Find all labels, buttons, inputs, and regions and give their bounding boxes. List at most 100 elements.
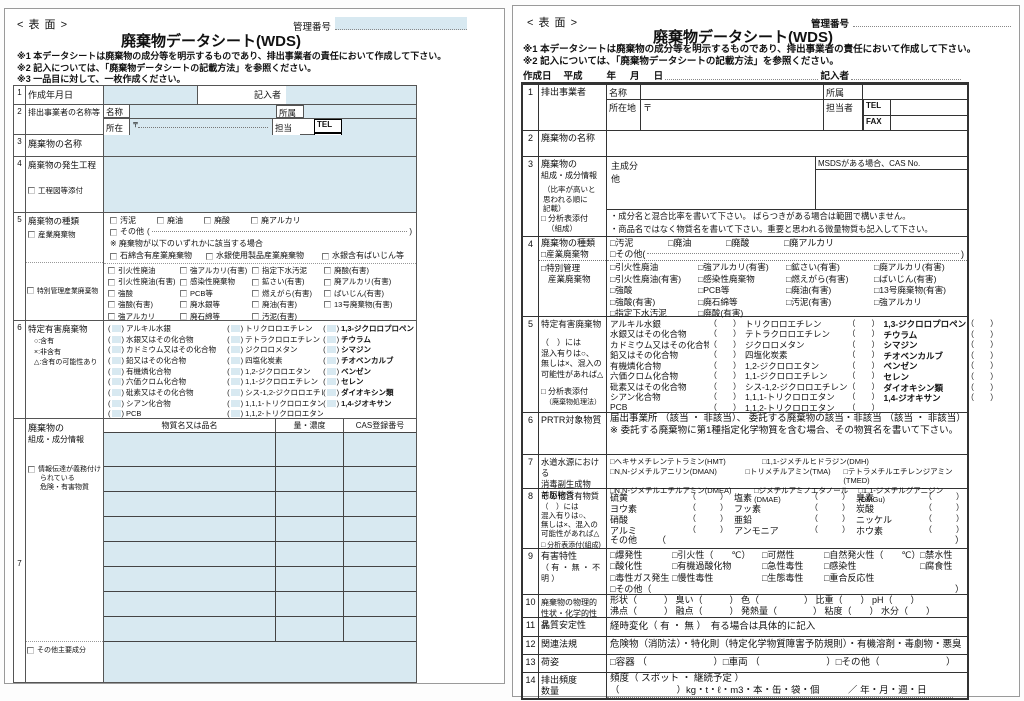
checkbox-icon[interactable] xyxy=(322,252,329,260)
substance-cell[interactable] xyxy=(104,517,276,541)
created-date-input[interactable] xyxy=(104,86,198,104)
dept-input[interactable] xyxy=(863,85,967,99)
cas-cell[interactable] xyxy=(344,433,416,466)
trait-option[interactable]: □可燃性 xyxy=(762,550,795,560)
waste-kind-item[interactable]: 廃アルカリ xyxy=(251,215,412,226)
entry-input[interactable] xyxy=(111,388,121,396)
waste-kind-item[interactable]: 廃油 xyxy=(157,215,204,226)
special-waste-item[interactable]: 指定下水汚泥 xyxy=(252,265,324,276)
checkbox-icon[interactable] xyxy=(108,312,115,320)
entry-input[interactable]: （ ） xyxy=(709,350,741,360)
entry-input[interactable] xyxy=(326,324,336,332)
trait-option[interactable]: □自然発火性（ ℃） xyxy=(824,550,921,560)
special-waste-item[interactable]: 鉱さい(有害) xyxy=(252,276,324,287)
entry-input[interactable]: （ ） xyxy=(709,329,741,339)
checkbox-icon[interactable] xyxy=(252,267,259,275)
fax-input[interactable] xyxy=(891,116,967,131)
checkbox-icon[interactable] xyxy=(110,217,117,224)
main-component-input[interactable]: 主成分 他 xyxy=(611,161,639,184)
entry-input[interactable]: （ ） xyxy=(847,381,880,391)
entry-input[interactable] xyxy=(230,356,240,364)
writer-input[interactable] xyxy=(286,86,416,104)
checkbox-icon[interactable] xyxy=(252,290,259,298)
entry-input[interactable] xyxy=(326,378,336,386)
special-waste-item[interactable]: □強酸 xyxy=(610,285,633,296)
mercury-item[interactable]: 水銀含有ばいじん等 xyxy=(322,250,412,262)
chem-option[interactable]: □N,N-ジメチルエチルアミン(DMEA) xyxy=(610,485,732,495)
entry-input[interactable] xyxy=(326,399,336,407)
checkbox-icon[interactable] xyxy=(108,301,115,309)
mercury-item[interactable]: 水銀使用製品産業廃棄物 xyxy=(206,250,322,262)
checkbox-icon[interactable] xyxy=(108,290,115,298)
amount-cell[interactable] xyxy=(276,517,344,541)
entry-input[interactable] xyxy=(111,399,121,407)
special-waste-item[interactable]: 強アルカリ xyxy=(108,311,180,322)
other-main-input[interactable] xyxy=(104,641,416,682)
entry-input[interactable]: （ ） xyxy=(966,361,999,371)
entry-input[interactable] xyxy=(326,388,336,396)
checkbox-icon[interactable] xyxy=(252,278,259,286)
chem-option[interactable]: □N,N-ジメチルアニリン(DMAN) xyxy=(610,466,717,476)
special-waste-item[interactable]: 廃油(有害) xyxy=(252,299,324,310)
entry-input[interactable] xyxy=(230,388,240,396)
entry-input[interactable]: （ ） xyxy=(688,525,728,534)
special-waste-item[interactable]: □PCB等 xyxy=(698,285,730,296)
special-waste-item[interactable]: 廃石綿等 xyxy=(180,311,252,322)
special-waste-item[interactable]: □引火性廃油(有害) xyxy=(610,273,682,284)
checkbox-icon[interactable] xyxy=(251,217,258,224)
entry-input[interactable] xyxy=(326,346,336,354)
special-waste-item[interactable]: 感染性廃棄物 xyxy=(180,276,252,287)
cas-cell[interactable] xyxy=(344,567,416,591)
substance-cell[interactable] xyxy=(104,592,276,616)
cas-cell[interactable] xyxy=(344,617,416,641)
entry-input[interactable]: （ ） xyxy=(847,319,880,328)
name-input[interactable] xyxy=(641,85,823,99)
tel-input[interactable] xyxy=(891,100,967,115)
substance-cell[interactable] xyxy=(104,467,276,491)
mercury-item[interactable]: 石綿含有産業廃棄物 xyxy=(110,250,206,262)
trait-option[interactable]: □急性毒性 xyxy=(762,561,804,572)
entry-input[interactable] xyxy=(111,378,121,386)
chem-option[interactable]: □1,1-ジメチルグアニジン(DMGu) xyxy=(858,485,944,505)
checkbox-icon[interactable] xyxy=(108,267,115,275)
checkbox-icon[interactable] xyxy=(324,278,331,286)
special-waste-item[interactable]: 廃アルカリ(有害) xyxy=(324,276,416,287)
other-kind-input[interactable] xyxy=(151,230,408,232)
substance-cell[interactable] xyxy=(104,492,276,516)
trait-other-option[interactable]: □その他（ xyxy=(610,584,652,595)
special-waste-item[interactable]: □強アルカリ xyxy=(874,296,922,307)
entry-input[interactable] xyxy=(111,335,121,343)
checkbox-icon[interactable] xyxy=(324,267,331,275)
entry-input[interactable]: （ ） xyxy=(847,392,880,402)
analysis-attach[interactable]: □ 分析表添付(組成) xyxy=(541,542,601,549)
substance-cell[interactable] xyxy=(104,542,276,566)
amount-cell[interactable] xyxy=(276,433,344,466)
entry-input[interactable] xyxy=(230,324,240,332)
special-waste-checkbox[interactable] xyxy=(27,286,34,294)
chem-option[interactable]: □ジメチルアミノエタノール(DMAE) xyxy=(754,485,849,505)
cas-cell[interactable] xyxy=(344,592,416,616)
waste-kind-item[interactable]: □廃油 xyxy=(668,238,692,248)
entry-input[interactable] xyxy=(326,335,336,343)
special-waste-item[interactable]: □廃油(有害) xyxy=(786,285,832,296)
special-waste-item[interactable]: ばいじん(有害) xyxy=(324,288,416,299)
cas-no-input[interactable] xyxy=(816,170,967,209)
checkbox-icon[interactable] xyxy=(180,301,187,309)
cas-cell[interactable] xyxy=(344,542,416,566)
process-attach-checkbox[interactable] xyxy=(28,187,35,194)
entry-input[interactable] xyxy=(230,367,240,375)
trait-option[interactable]: □慢性毒性 xyxy=(672,572,714,583)
checkbox-icon[interactable] xyxy=(180,278,187,286)
trait-option[interactable]: □感染性 xyxy=(824,561,857,572)
entry-input[interactable] xyxy=(111,346,121,354)
trait-option[interactable]: □有機過酸化物 xyxy=(672,561,732,572)
special-waste-item[interactable]: 廃水銀等 xyxy=(180,299,252,310)
entry-input[interactable]: （ ） xyxy=(810,503,850,512)
entry-input[interactable] xyxy=(111,410,121,418)
addr-input[interactable]: 〒 xyxy=(643,103,653,113)
substance-cell[interactable] xyxy=(104,617,276,641)
other-substance-input[interactable] xyxy=(666,535,955,546)
trait-option[interactable]: □禁水性 xyxy=(920,550,953,560)
tel-input[interactable] xyxy=(342,119,416,133)
entry-input[interactable]: （ ） xyxy=(709,319,741,328)
